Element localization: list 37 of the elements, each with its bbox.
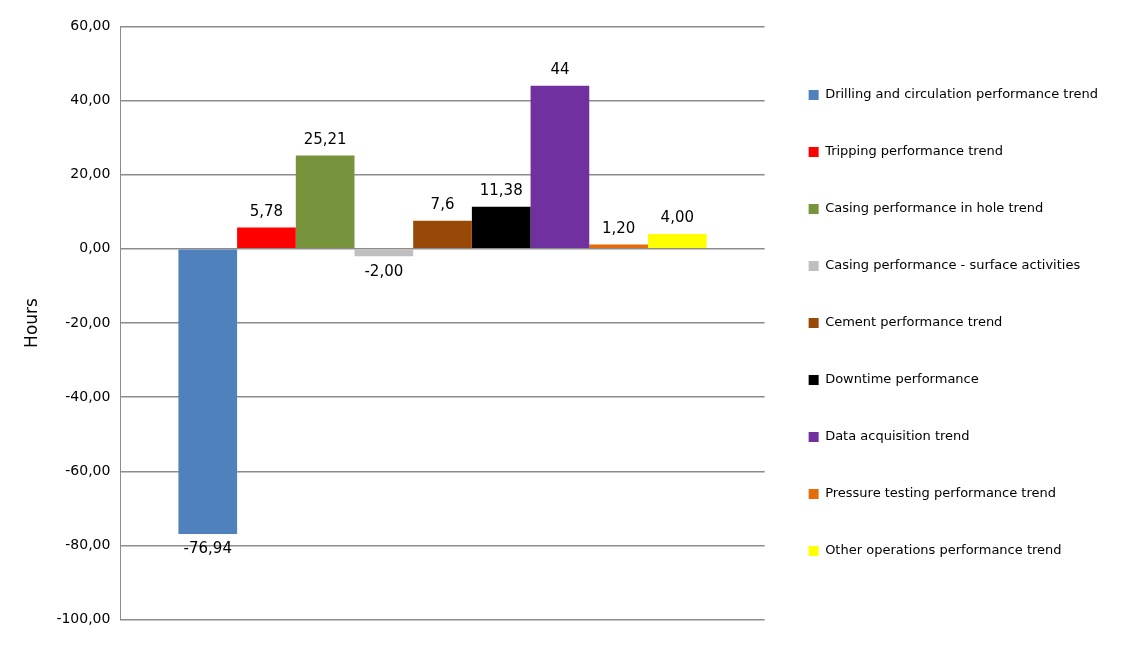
y-tick-label: -60,00	[65, 461, 111, 478]
data-label: 5,78	[249, 201, 284, 220]
data-label: 1,20	[601, 218, 636, 237]
legend-label: Downtime performance	[825, 371, 979, 387]
data-label: 4,00	[660, 208, 695, 227]
legend-label: Drilling and circulation performance trend	[825, 86, 1099, 102]
bar	[471, 206, 531, 249]
y-tick-label: -40,00	[65, 387, 111, 404]
legend-label: Casing performance in hole trend	[825, 200, 1044, 216]
legend-label: Other operations performance trend	[825, 542, 1062, 558]
y-tick-label: -20,00	[65, 313, 111, 330]
data-label: -76,94	[183, 539, 232, 558]
bar	[178, 249, 238, 535]
y-axis-title: Hours	[20, 297, 41, 348]
data-label: -2,00	[364, 261, 404, 280]
y-tick-label: -100,00	[56, 610, 111, 627]
legend-label: Cement performance trend	[825, 314, 1003, 330]
bar	[589, 244, 648, 249]
bar	[295, 155, 355, 249]
data-label: 44	[550, 60, 570, 79]
bar	[647, 234, 707, 249]
data-label: 7,6	[430, 195, 455, 214]
y-tick-label: 40,00	[70, 91, 111, 108]
bar	[413, 220, 472, 249]
data-label: 25,21	[303, 129, 347, 148]
y-tick-label: 60,00	[70, 17, 111, 34]
bar	[237, 227, 296, 249]
data-label: 11,38	[479, 181, 523, 200]
y-tick-label: -80,00	[65, 536, 111, 553]
y-tick-label: 20,00	[70, 165, 111, 182]
bar	[530, 85, 590, 249]
legend-label: Data acquisition trend	[825, 428, 970, 444]
legend-label: Tripping performance trend	[824, 143, 1003, 159]
y-tick-label: 0,00	[79, 239, 111, 256]
bar	[354, 249, 414, 257]
legend-label: Pressure testing performance trend	[825, 485, 1057, 501]
legend-label: Casing performance - surface activities	[825, 257, 1081, 273]
